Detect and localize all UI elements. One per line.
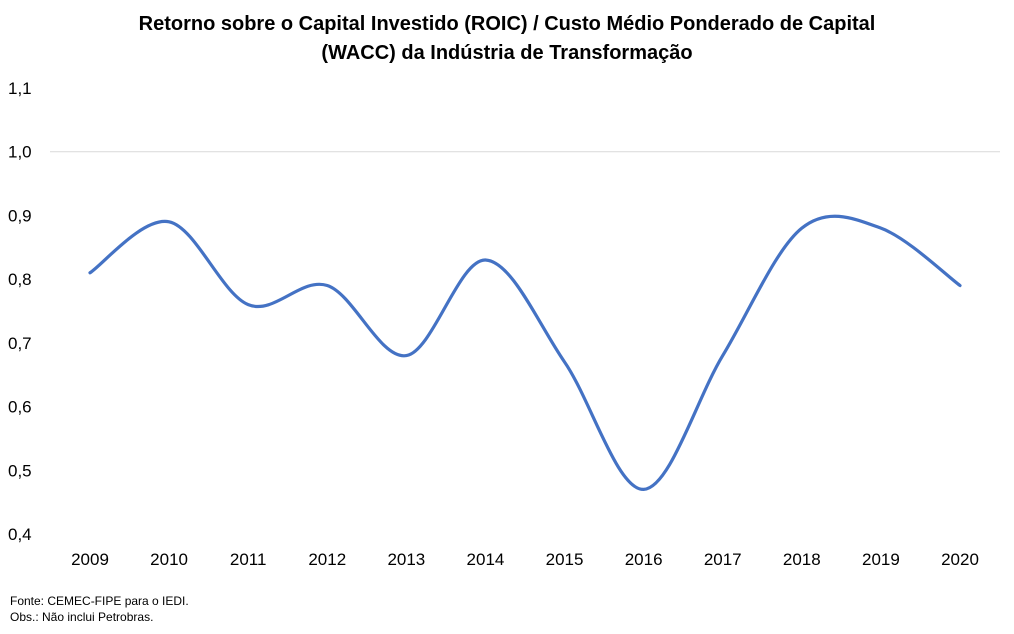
x-tick-label: 2009 [71, 550, 109, 569]
x-tick-label: 2014 [467, 550, 505, 569]
source-note: Fonte: CEMEC-FIPE para o IEDI. [10, 594, 189, 608]
y-axis-ticks: 0,4 0,5 0,6 0,7 0,8 0,9 1,0 1,1 [8, 79, 32, 544]
x-tick-label: 2010 [150, 550, 188, 569]
x-tick-label: 2015 [546, 550, 584, 569]
series-line-0 [88, 214, 962, 492]
y-tick-label: 0,5 [8, 461, 32, 480]
x-tick-label: 2011 [230, 550, 267, 569]
x-tick-label: 2013 [387, 550, 425, 569]
y-tick-label: 0,4 [8, 525, 32, 544]
x-tick-label: 2019 [862, 550, 900, 569]
obs-note: Obs.: Não inclui Petrobras. [10, 610, 154, 624]
y-tick-label: 1,1 [8, 79, 32, 98]
y-tick-label: 0,6 [8, 398, 32, 417]
series-layer [88, 214, 962, 492]
y-tick-label: 1,0 [8, 143, 32, 162]
y-tick-label: 0,7 [8, 334, 32, 353]
chart-title: Retorno sobre o Capital Investido (ROIC)… [138, 13, 876, 64]
x-axis-ticks: 2009 2010 2011 2012 2013 2014 2015 2016 2017 2018… [71, 550, 979, 569]
x-tick-label: 2020 [941, 550, 979, 569]
x-tick-label: 2018 [783, 550, 821, 569]
y-tick-label: 0,9 [8, 206, 32, 225]
x-tick-label: 2016 [625, 550, 663, 569]
y-tick-label: 0,8 [8, 270, 32, 289]
x-tick-label: 2017 [704, 550, 742, 569]
x-tick-label: 2012 [308, 550, 346, 569]
